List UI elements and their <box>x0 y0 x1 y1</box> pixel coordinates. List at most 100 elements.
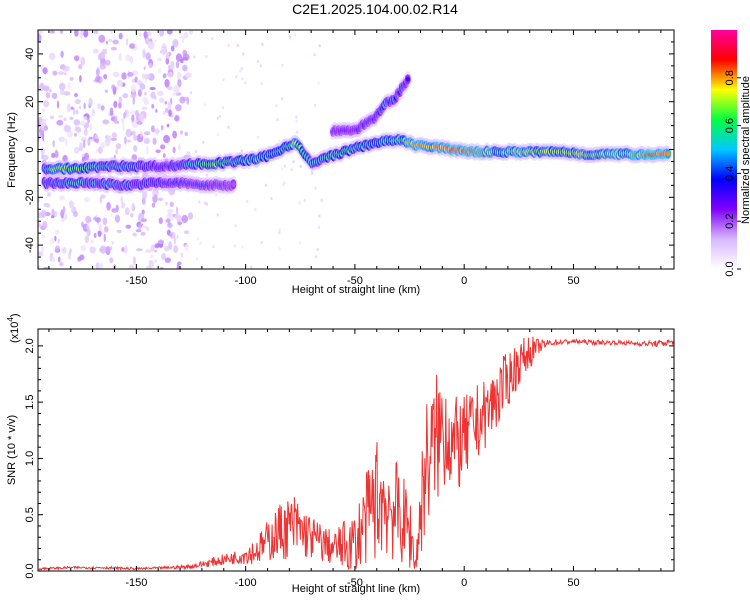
noise-speck <box>75 126 82 133</box>
x-tick-label: -50 <box>347 275 363 287</box>
noise-speck <box>74 98 81 105</box>
noise-speck <box>149 62 153 69</box>
noise-speck <box>123 245 128 254</box>
noise-speck <box>151 125 155 133</box>
noise-speck <box>131 154 138 161</box>
noise-speck <box>164 101 167 105</box>
spectrogram-layer <box>38 30 673 269</box>
noise-speck <box>280 97 284 101</box>
colorbar: 0.0 0.2 0.4 0.6 0.8 Normalized spectral ampl… <box>711 30 750 277</box>
noise-speck <box>227 125 230 129</box>
noise-speck <box>132 232 138 237</box>
noise-speck <box>188 30 194 35</box>
noise-speck <box>283 164 286 168</box>
noise-speck <box>172 130 178 139</box>
noise-speck <box>159 30 165 37</box>
noise-speck <box>151 104 155 109</box>
noise-speck <box>53 210 58 218</box>
noise-speck <box>98 34 106 43</box>
noise-speck <box>170 60 175 70</box>
noise-speck <box>59 262 64 267</box>
noise-speck <box>204 201 207 205</box>
noise-speck <box>93 232 97 238</box>
noise-speck <box>148 260 154 268</box>
noise-speck <box>110 46 117 51</box>
noise-speck <box>144 92 147 96</box>
snr-marks <box>38 336 674 571</box>
noise-speck <box>290 168 293 172</box>
noise-speck <box>181 38 185 44</box>
main-ridge-core <box>665 151 671 157</box>
noise-speck <box>129 43 136 49</box>
noise-speck <box>64 125 71 133</box>
noise-speck <box>153 128 160 134</box>
noise-speck <box>298 201 301 205</box>
noise-speck <box>161 253 166 260</box>
noise-speck <box>81 221 84 228</box>
noise-speck <box>45 92 51 99</box>
noise-speck <box>52 140 55 148</box>
noise-speck <box>50 30 55 34</box>
noise-speck <box>221 106 225 110</box>
noise-speck <box>280 167 284 171</box>
noise-speck <box>143 131 151 136</box>
noise-speck <box>131 92 137 98</box>
noise-speck <box>142 225 148 229</box>
noise-speck <box>235 75 238 79</box>
y-tick-label: 2.0 <box>24 338 36 353</box>
noise-speck <box>42 234 45 239</box>
noise-speck <box>70 106 74 110</box>
noise-speck <box>84 235 90 243</box>
noise-speck <box>173 236 176 245</box>
noise-speck <box>130 55 133 64</box>
noise-speck <box>180 130 183 135</box>
noise-speck <box>38 30 43 35</box>
noise-speck <box>42 67 48 75</box>
noise-speck <box>38 33 42 43</box>
noise-speck <box>80 137 87 142</box>
noise-speck <box>149 86 156 91</box>
noise-speck <box>229 177 232 181</box>
noise-speck <box>65 138 68 147</box>
noise-speck <box>146 227 150 232</box>
noise-speck <box>118 53 122 61</box>
snr-scale-label: (x104) <box>6 313 21 343</box>
noise-speck <box>85 215 91 224</box>
noise-speck <box>193 55 196 59</box>
noise-speck <box>276 118 279 122</box>
noise-speck <box>79 75 82 83</box>
noise-speck <box>104 226 109 233</box>
noise-speck <box>182 49 188 57</box>
noise-speck <box>104 138 111 147</box>
noise-speck <box>157 197 164 201</box>
noise-speck <box>278 139 281 143</box>
noise-speck <box>154 243 160 249</box>
noise-speck <box>317 226 321 230</box>
noise-speck <box>43 125 49 131</box>
noise-speck <box>95 68 100 77</box>
noise-speck <box>111 240 114 245</box>
noise-speck <box>260 81 263 85</box>
noise-speck <box>63 213 68 221</box>
noise-speck <box>159 97 165 103</box>
noise-speck <box>103 233 106 243</box>
x-tick-label: 0 <box>461 275 467 287</box>
noise-speck <box>240 149 244 153</box>
noise-speck <box>143 73 151 80</box>
noise-speck <box>113 100 118 108</box>
noise-speck <box>132 97 135 105</box>
noise-speck <box>125 54 131 62</box>
noise-speck <box>241 77 244 81</box>
noise-speck <box>141 106 148 110</box>
noise-speck <box>216 133 219 137</box>
noise-speck <box>162 73 167 79</box>
noise-speck <box>58 256 61 263</box>
noise-speck <box>74 132 77 137</box>
noise-speck <box>61 247 67 254</box>
noise-speck <box>114 214 121 223</box>
noise-speck <box>216 213 219 217</box>
noise-speck <box>89 123 93 131</box>
noise-speck <box>105 59 111 66</box>
noise-speck <box>145 249 152 254</box>
noise-speck <box>164 107 169 114</box>
